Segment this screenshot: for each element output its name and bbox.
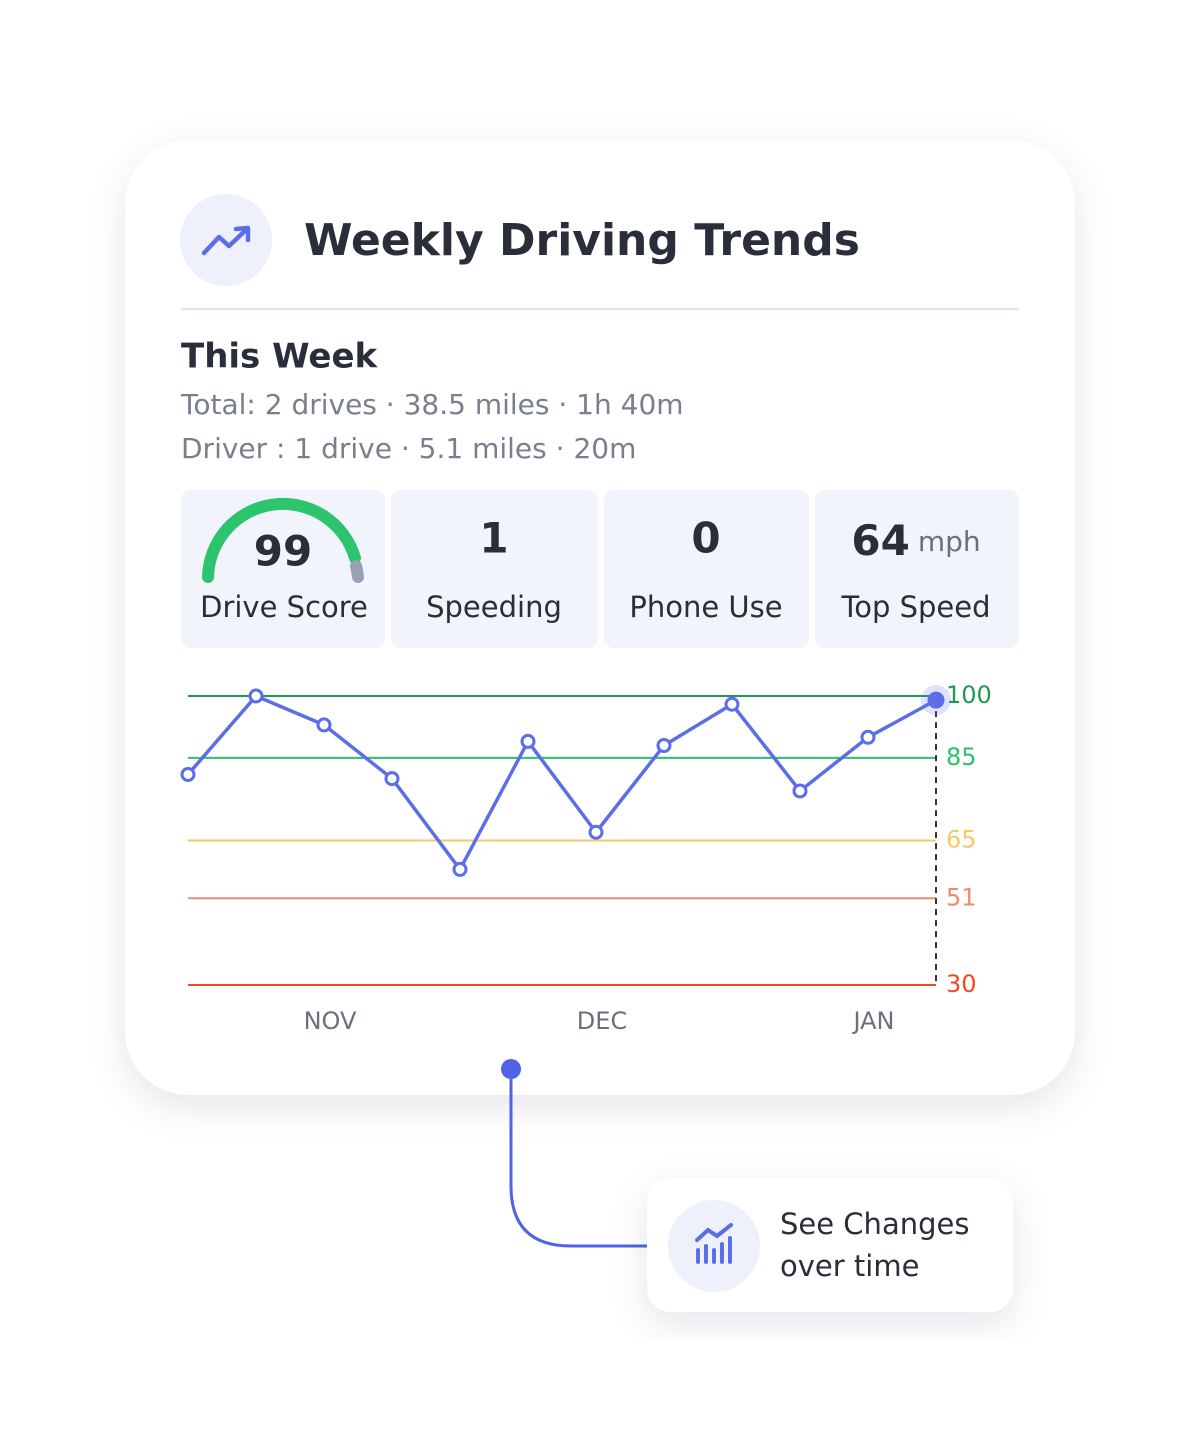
callout-icon: [695, 1223, 733, 1264]
data-point: [656, 738, 672, 754]
trend-icon: [201, 226, 250, 256]
connector-dot: [501, 1059, 521, 1079]
data-point: [860, 729, 876, 745]
stat-value-group: 64 mph: [851, 516, 980, 565]
data-point: [180, 766, 196, 782]
data-point: [588, 824, 604, 840]
y-tick-label: 30: [946, 970, 977, 998]
stat-value: 1: [479, 514, 508, 563]
score-gauge-rest: [350, 560, 364, 583]
stat-tile: [391, 490, 598, 648]
data-point: [792, 783, 808, 799]
section-heading: This Week: [181, 337, 379, 377]
y-tick-label: 51: [946, 883, 977, 911]
stat-value: 64: [851, 516, 909, 565]
card-title: Weekly Driving Trends: [304, 215, 860, 266]
stat-unit: mph: [918, 525, 981, 558]
summary-driver: Driver : 1 drive · 5.1 miles · 20m: [181, 432, 636, 465]
connector: [509, 1069, 647, 1248]
x-tick-label: DEC: [577, 1007, 627, 1035]
stat-value: 99: [254, 527, 312, 576]
data-point: [724, 696, 740, 712]
y-tick-label: 100: [946, 681, 992, 709]
y-tick-label: 65: [946, 826, 977, 854]
data-point: [316, 717, 332, 733]
summary-total: Total: 2 drives · 38.5 miles · 1h 40m: [180, 388, 684, 421]
stat-label: Top Speed: [840, 590, 990, 624]
stat-tile: [815, 490, 1019, 648]
score-gauge: [202, 497, 361, 583]
x-tick-label: JAN: [851, 1007, 894, 1035]
data-point: [520, 733, 536, 749]
data-point: [927, 691, 945, 709]
trend-chart: 100 85 65 51 30 NOV DEC JAN: [180, 681, 992, 1035]
callout-text: See Changes: [780, 1207, 969, 1241]
data-point: [452, 861, 468, 877]
stat-label: Speeding: [426, 590, 562, 624]
y-tick-label: 85: [946, 743, 977, 771]
callout-icon-bg: [668, 1200, 760, 1292]
trend-icon-arrow: [233, 225, 251, 243]
data-point: [248, 688, 264, 704]
stat-tile: [604, 490, 809, 648]
stat-label: Phone Use: [629, 590, 782, 624]
card: [125, 140, 1075, 1095]
stat-label: Drive Score: [200, 590, 368, 624]
data-point: [384, 771, 400, 787]
callout-text: over time: [780, 1249, 919, 1283]
x-tick-label: NOV: [304, 1007, 357, 1035]
stat-value: 0: [691, 514, 720, 563]
trend-icon-bg: [180, 194, 272, 286]
trend-line: [186, 694, 937, 872]
